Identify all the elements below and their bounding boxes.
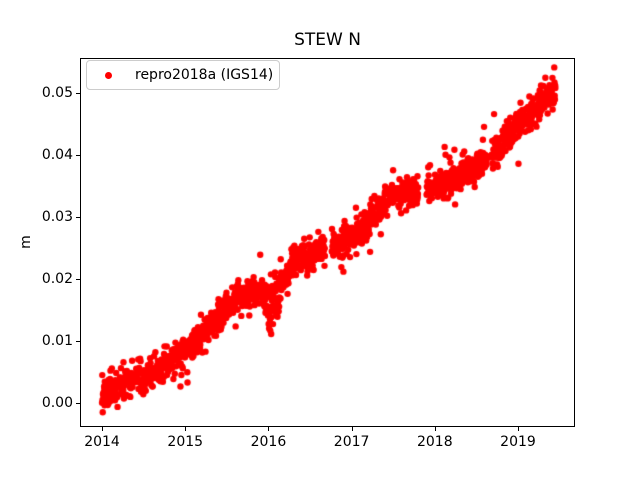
y-tick-label: 0.00	[41, 394, 73, 411]
y-tick-mark	[76, 93, 80, 95]
chart-title: STEW N	[294, 30, 361, 50]
y-tick-label: 0.05	[41, 85, 73, 102]
x-tick-label: 2017	[333, 434, 370, 450]
x-tick-mark	[102, 427, 104, 431]
x-tick-label: 2014	[84, 434, 120, 450]
x-tick-mark	[351, 427, 353, 431]
y-tick-mark	[76, 155, 80, 157]
y-tick-mark	[76, 340, 80, 342]
y-tick-label: 0.03	[41, 209, 73, 226]
x-tick-label: 2015	[167, 434, 204, 450]
y-tick-mark	[76, 279, 80, 281]
y-tick-mark	[76, 402, 80, 404]
x-tick-label: 2019	[500, 434, 536, 450]
x-tick-label: 2016	[250, 434, 287, 450]
y-tick-label: 0.04	[41, 147, 73, 164]
y-tick-label: 0.01	[41, 332, 73, 349]
y-tick-label: 0.02	[41, 271, 73, 288]
legend-marker-dot	[105, 71, 112, 79]
y-axis-label: m	[18, 235, 34, 249]
y-tick-mark	[76, 217, 80, 219]
legend-label: repro2018a (IGS14)	[135, 67, 274, 83]
x-tick-mark	[434, 427, 436, 431]
legend: repro2018a (IGS14)	[86, 60, 280, 90]
x-tick-mark	[185, 427, 187, 431]
x-tick-mark	[518, 427, 519, 431]
x-tick-mark	[268, 427, 270, 431]
plot-area-border	[80, 58, 575, 427]
x-tick-label: 2018	[416, 434, 453, 450]
